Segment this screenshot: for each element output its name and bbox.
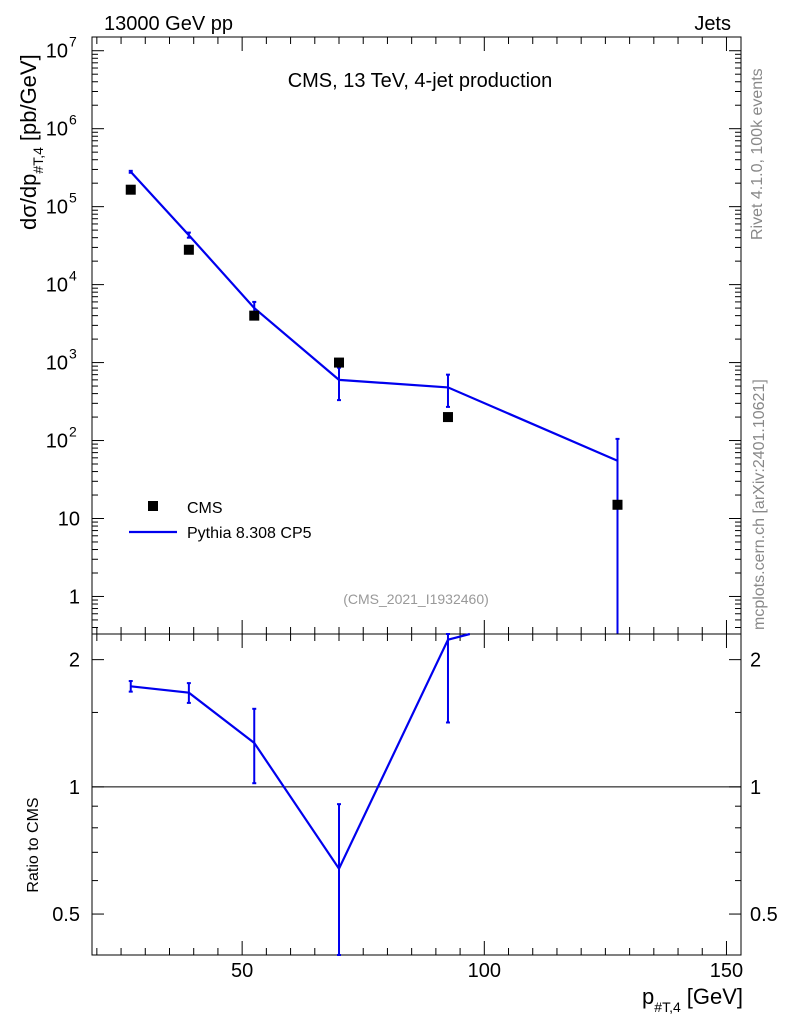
x-tick-label: 150: [710, 960, 743, 982]
ratio-y-label: Ratio to CMS: [25, 797, 42, 892]
x-tick-label: 50: [231, 960, 253, 982]
x-axis-label-main: p: [642, 984, 654, 1009]
main-y-tick-label: 10: [46, 353, 68, 375]
cms-data-point: [334, 357, 345, 368]
cms-data-point: [183, 244, 194, 255]
cms-data-point: [612, 499, 623, 510]
ratio-x-ticks: 50 100 150: [96, 634, 743, 982]
main-frame: [91, 36, 742, 635]
legend-label-pythia: Pythia 8.308 CP5: [187, 525, 312, 542]
main-y-tick-label: 10: [46, 197, 68, 219]
pythia-line: [129, 171, 618, 462]
main-minor-ticks: [92, 53, 741, 628]
legend-marker-cms: [148, 501, 158, 511]
main-y-tick-exponent: 7: [69, 34, 77, 50]
main-y-label-sub: #T,4: [30, 147, 46, 174]
main-y-label-unit: [pb/GeV]: [16, 54, 41, 141]
cms-data-point: [249, 310, 260, 321]
ratio-y-tick-label-right: 2: [750, 650, 761, 672]
main-y-tick-label: 10: [46, 431, 68, 453]
main-title: CMS, 13 TeV, 4-jet production: [288, 70, 553, 92]
main-y-tick-label: 10: [46, 41, 68, 63]
main-x-ticks: [96, 37, 727, 634]
header-left: 13000 GeV pp: [104, 13, 233, 35]
main-y-tick-label: 10: [46, 275, 68, 297]
main-y-tick-exponent: 5: [69, 190, 77, 206]
ratio-minor-ticks: [92, 711, 741, 882]
ratio-series: [128, 632, 471, 956]
main-y-tick-exponent: 2: [69, 424, 77, 440]
main-y-tick-exponent: 4: [69, 268, 77, 284]
legend-label-cms: CMS: [187, 500, 223, 517]
main-y-label: dσ/dp#T,4 [pb/GeV]: [16, 54, 46, 230]
main-series: [125, 169, 623, 634]
ratio-y-ticks: 0.5 0.5 1 1 2 2: [52, 650, 778, 926]
main-y-tick-label: 10: [46, 119, 68, 141]
ratio-y-tick-label: 1: [69, 777, 80, 799]
header-right: Jets: [694, 13, 731, 35]
main-y-label-main: dσ/dp: [16, 174, 41, 230]
ratio-panel: 0.5 0.5 1 1 2 2 50 100 150 Ratio to CMS p#T,4 [G…: [25, 632, 778, 1015]
main-y-tick-exponent: 3: [69, 346, 77, 362]
x-axis-label: p#T,4 [GeV]: [642, 984, 743, 1015]
rivet-label: Rivet 4.1.0, 100k events: [749, 68, 766, 240]
watermark: (CMS_2021_I1932460): [343, 591, 489, 607]
source-label: mcplots.cern.ch [arXiv:2401.10621]: [751, 379, 768, 630]
ratio-y-tick-label-right: 1: [750, 777, 761, 799]
cms-data-point: [442, 412, 453, 423]
main-y-tick-exponent: 6: [69, 112, 77, 128]
main-y-tick-label: 10: [58, 509, 80, 531]
cms-data-point: [125, 184, 136, 195]
ratio-y-tick-label: 2: [69, 650, 80, 672]
ratio-frame: [91, 633, 742, 956]
ratio-line: [130, 632, 471, 871]
ratio-y-tick-label-right: 0.5: [750, 904, 778, 926]
x-axis-label-sub: #T,4: [654, 999, 681, 1015]
ratio-y-tick-label: 0.5: [52, 904, 80, 926]
main-y-tick-label: 1: [69, 586, 80, 608]
x-tick-label: 100: [468, 960, 501, 982]
legend: CMS Pythia 8.308 CP5: [129, 500, 312, 542]
x-axis-label-unit: [GeV]: [687, 984, 743, 1009]
